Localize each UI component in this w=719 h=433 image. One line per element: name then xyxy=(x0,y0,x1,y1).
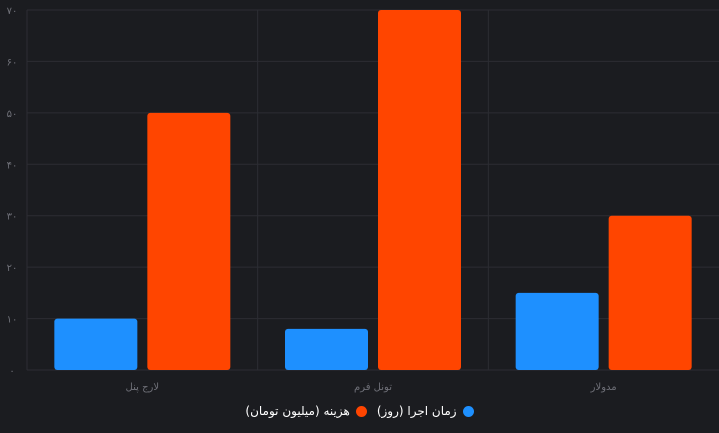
y-tick-label: ۵۰ xyxy=(7,109,18,120)
y-tick-label: ۴۰ xyxy=(7,160,18,171)
y-tick-label: ۷۰ xyxy=(7,6,18,17)
y-tick-label: ۳۰ xyxy=(7,212,18,223)
legend-item-cost[interactable]: هزینه (میلیون تومان) xyxy=(245,404,367,418)
bar-cost xyxy=(147,112,231,370)
legend-label-execution-time: زمان اجرا (روز) xyxy=(376,404,457,418)
legend-item-execution-time[interactable]: زمان اجرا (روز) xyxy=(377,404,474,418)
bar-cost xyxy=(378,10,461,370)
legend: زمان اجرا (روز) هزینه (میلیون تومان) xyxy=(0,404,719,418)
bar-cost xyxy=(608,215,692,370)
bar-chart: ۰ ۱۰ ۲۰ ۳۰ ۴۰ ۵۰ ۶۰ ۷۰ لارج پنل تونل فرم مدولار xyxy=(7,6,719,393)
y-tick-label: ۱۰ xyxy=(7,315,18,326)
legend-label-cost: هزینه (میلیون تومان) xyxy=(245,404,350,418)
legend-swatch-execution-time xyxy=(462,405,474,417)
bar-execution-time xyxy=(285,328,368,370)
bar-execution-time xyxy=(54,318,138,370)
x-tick-label: مدولار xyxy=(590,382,617,393)
x-tick-label: لارج پنل xyxy=(126,382,160,393)
x-tick-label: تونل فرم xyxy=(354,382,392,393)
y-tick-label: ۶۰ xyxy=(7,57,18,68)
legend-swatch-cost xyxy=(355,405,367,417)
bar-execution-time xyxy=(515,292,599,370)
y-tick-label: ۲۰ xyxy=(7,263,18,274)
y-tick-label: ۰ xyxy=(9,366,14,377)
